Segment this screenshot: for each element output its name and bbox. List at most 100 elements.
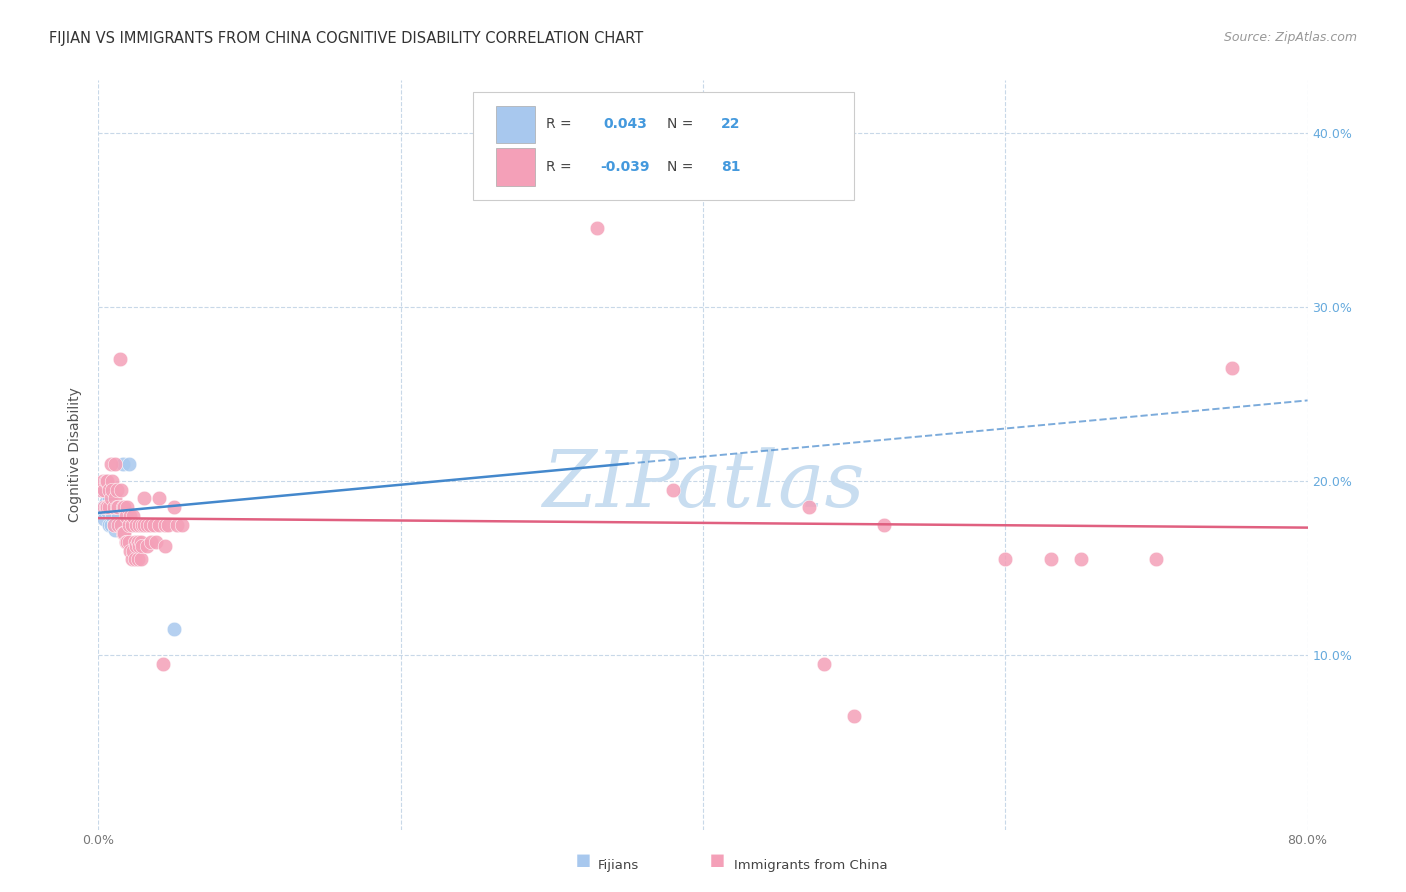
- Point: [132, 517, 155, 532]
- Point: [90, 483, 112, 497]
- Point: [124, 552, 146, 566]
- Point: [96, 483, 118, 497]
- Point: [103, 517, 125, 532]
- Point: [105, 500, 128, 515]
- Point: [118, 535, 141, 549]
- Point: [111, 457, 134, 471]
- Point: [128, 517, 150, 532]
- Point: [91, 500, 114, 515]
- Point: [104, 457, 127, 471]
- Point: [115, 500, 138, 515]
- Point: [170, 517, 193, 532]
- Point: [93, 500, 115, 515]
- Text: ▪: ▪: [575, 848, 592, 872]
- Point: [98, 500, 121, 515]
- Point: [152, 657, 174, 671]
- Point: [98, 483, 121, 497]
- Point: [844, 709, 866, 723]
- Text: ZIPatlas: ZIPatlas: [541, 447, 865, 523]
- Point: [114, 535, 136, 549]
- FancyBboxPatch shape: [496, 106, 534, 144]
- Text: 0.043: 0.043: [603, 118, 648, 131]
- Point: [94, 474, 117, 488]
- Point: [104, 491, 127, 506]
- Point: [118, 457, 141, 471]
- Point: [129, 552, 152, 566]
- Point: [100, 504, 122, 518]
- Point: [93, 512, 115, 526]
- Point: [103, 517, 125, 532]
- Point: [145, 535, 167, 549]
- Point: [129, 535, 152, 549]
- Text: Source: ZipAtlas.com: Source: ZipAtlas.com: [1223, 31, 1357, 45]
- Point: [120, 508, 142, 523]
- Text: 22: 22: [721, 118, 741, 131]
- Point: [98, 517, 121, 532]
- Point: [101, 474, 124, 488]
- Point: [813, 657, 835, 671]
- Point: [139, 517, 162, 532]
- Point: [121, 517, 143, 532]
- Point: [121, 552, 143, 566]
- Point: [96, 474, 118, 488]
- Text: N =: N =: [666, 161, 697, 174]
- Point: [163, 500, 186, 515]
- Point: [125, 517, 148, 532]
- Point: [96, 500, 118, 515]
- Point: [96, 504, 118, 518]
- Point: [873, 517, 896, 532]
- Point: [110, 483, 132, 497]
- Point: [94, 500, 117, 515]
- Point: [131, 517, 153, 532]
- Point: [1039, 552, 1062, 566]
- Point: [124, 535, 146, 549]
- FancyBboxPatch shape: [474, 92, 855, 200]
- Point: [111, 526, 134, 541]
- Point: [994, 552, 1017, 566]
- Point: [115, 535, 138, 549]
- Text: Immigrants from China: Immigrants from China: [734, 859, 887, 872]
- Text: ▪: ▪: [709, 848, 725, 872]
- Point: [91, 474, 114, 488]
- Point: [122, 508, 145, 523]
- Point: [163, 622, 186, 636]
- Point: [100, 517, 122, 532]
- Point: [103, 500, 125, 515]
- Point: [127, 552, 149, 566]
- Point: [110, 517, 132, 532]
- Point: [797, 500, 820, 515]
- Point: [107, 500, 129, 515]
- Point: [135, 517, 157, 532]
- Point: [125, 539, 148, 553]
- Point: [105, 517, 128, 532]
- Point: [93, 504, 115, 518]
- Point: [128, 539, 150, 553]
- Point: [1220, 360, 1243, 375]
- Point: [148, 517, 170, 532]
- Point: [586, 221, 609, 235]
- Point: [94, 474, 117, 488]
- Point: [94, 495, 117, 509]
- Point: [108, 352, 131, 367]
- Point: [94, 483, 117, 497]
- Point: [93, 483, 115, 497]
- Text: -0.039: -0.039: [600, 161, 650, 174]
- Point: [166, 517, 188, 532]
- Point: [122, 543, 145, 558]
- Point: [101, 508, 124, 523]
- Point: [107, 517, 129, 532]
- Text: N =: N =: [666, 118, 697, 131]
- Text: 81: 81: [721, 161, 741, 174]
- Point: [153, 539, 176, 553]
- Text: R =: R =: [546, 118, 576, 131]
- Point: [112, 526, 135, 541]
- Point: [90, 483, 112, 497]
- Point: [100, 457, 122, 471]
- Point: [111, 500, 134, 515]
- Point: [135, 539, 157, 553]
- Point: [141, 535, 163, 549]
- Point: [114, 508, 136, 523]
- Point: [104, 523, 127, 537]
- Point: [100, 491, 122, 506]
- Y-axis label: Cognitive Disability: Cognitive Disability: [69, 387, 83, 523]
